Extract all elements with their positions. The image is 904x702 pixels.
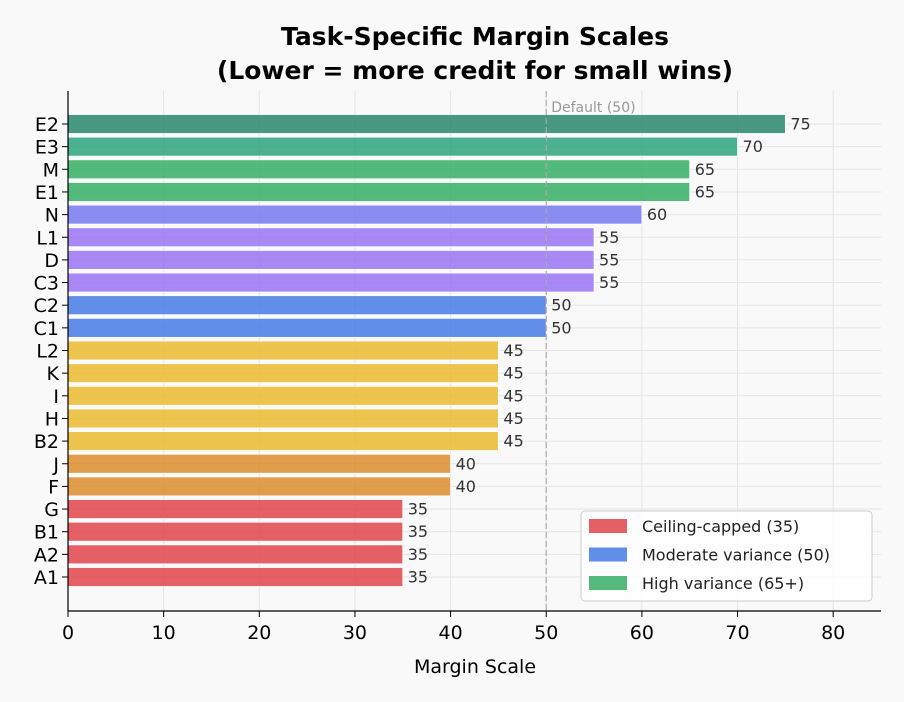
- bar: [67, 544, 404, 565]
- bar: [67, 295, 547, 316]
- bar-value-label: 35: [408, 522, 428, 541]
- x-axis-label: Margin Scale: [414, 656, 536, 678]
- y-tick-label: H: [45, 408, 59, 430]
- bar-value-label: 35: [408, 545, 428, 564]
- bar-value-label: 50: [551, 296, 571, 315]
- bar: [67, 317, 547, 338]
- bars: 75 70 65 65 60 55 55 55 50 50 45 45 45 45 45 40 40 35 35 35…: [67, 114, 811, 587]
- bar: [67, 159, 691, 180]
- bar: [67, 499, 404, 519]
- bar-value-label: 55: [599, 228, 619, 247]
- bar: [67, 521, 404, 542]
- bar: [67, 363, 499, 384]
- legend-entry-label: Moderate variance (50): [642, 546, 830, 565]
- bar: [67, 249, 595, 270]
- x-tick-label: 0: [62, 622, 74, 644]
- bar-value-label: 55: [599, 273, 619, 292]
- bar: [67, 431, 499, 452]
- y-tick-label: E1: [35, 182, 59, 204]
- bar-value-label: 45: [503, 409, 523, 428]
- x-tick-label: 50: [534, 622, 558, 644]
- y-tick-label: D: [44, 250, 59, 272]
- reference-line: Default (50): [545, 91, 636, 611]
- y-tick-label: J: [52, 454, 59, 476]
- y-tick-label: F: [48, 476, 59, 498]
- y-tick-label: K: [47, 363, 60, 385]
- bar-value-label: 45: [503, 386, 523, 405]
- y-tick-label: A2: [34, 544, 59, 566]
- bar-value-label: 45: [503, 341, 523, 360]
- x-tick-label: 80: [821, 622, 845, 644]
- y-tick-label: B2: [34, 431, 59, 453]
- y-tick-label: A1: [34, 567, 59, 589]
- bar-value-label: 55: [599, 250, 619, 269]
- y-tick-label: C3: [34, 273, 59, 295]
- bar: [67, 272, 595, 293]
- y-tick-label: N: [45, 205, 59, 227]
- bar-value-label: 75: [790, 115, 810, 134]
- y-tick-label: B1: [34, 522, 59, 544]
- chart-subtitle: (Lower = more credit for small wins): [217, 56, 733, 85]
- bar: [67, 453, 451, 474]
- legend-swatch: [589, 547, 627, 562]
- y-tick-label: I: [53, 386, 59, 408]
- bar: [67, 114, 786, 134]
- x-tick-label: 40: [438, 622, 462, 644]
- bar: [67, 567, 404, 587]
- legend-swatch: [589, 576, 627, 590]
- y-tick-label: M: [43, 159, 59, 181]
- bar: [67, 204, 643, 225]
- bar-value-label: 45: [503, 432, 523, 451]
- bar: [67, 340, 499, 361]
- legend-swatch: [589, 519, 627, 533]
- x-tick-label: 10: [152, 622, 176, 644]
- bar: [67, 136, 738, 157]
- legend-box: [580, 510, 873, 602]
- y-tick-label: C2: [34, 295, 59, 317]
- chart-title: Task-Specific Margin Scales: [281, 22, 669, 51]
- y-tick-label: E2: [35, 114, 59, 136]
- bar-value-label: 35: [408, 500, 428, 519]
- bar: [67, 227, 595, 248]
- bar: [67, 182, 691, 202]
- bar-value-label: 35: [408, 568, 428, 587]
- bar: [67, 476, 451, 497]
- x-tick-label: 30: [343, 622, 367, 644]
- bar: [67, 408, 499, 429]
- y-tick-label: E3: [35, 137, 59, 159]
- reference-line-label: Default (50): [551, 100, 635, 116]
- x-tick-label: 60: [630, 622, 654, 644]
- bar-value-label: 65: [695, 182, 715, 201]
- bar-value-label: 70: [743, 137, 763, 156]
- legend-entry-label: High variance (65+): [642, 574, 804, 593]
- y-tick-label: G: [44, 499, 59, 521]
- y-tick-label: C1: [34, 318, 59, 340]
- bar-value-label: 50: [551, 318, 571, 337]
- y-tick-label: L2: [36, 341, 59, 363]
- x-tick-label: 20: [247, 622, 271, 644]
- bar-value-label: 65: [695, 160, 715, 179]
- bar-value-label: 40: [456, 477, 476, 496]
- legend: Ceiling-capped (35) Moderate variance (50…: [580, 510, 873, 602]
- x-tick-label: 70: [725, 622, 749, 644]
- x-tick-labels: 0 10 20 30 40 50 60 70 80: [62, 611, 845, 644]
- legend-entry-label: Ceiling-capped (35): [642, 517, 799, 536]
- bar-value-label: 45: [503, 364, 523, 383]
- y-tick-label: L1: [36, 227, 59, 249]
- bar-value-label: 60: [647, 205, 667, 224]
- bar: [67, 385, 499, 406]
- bar-value-label: 40: [456, 454, 476, 473]
